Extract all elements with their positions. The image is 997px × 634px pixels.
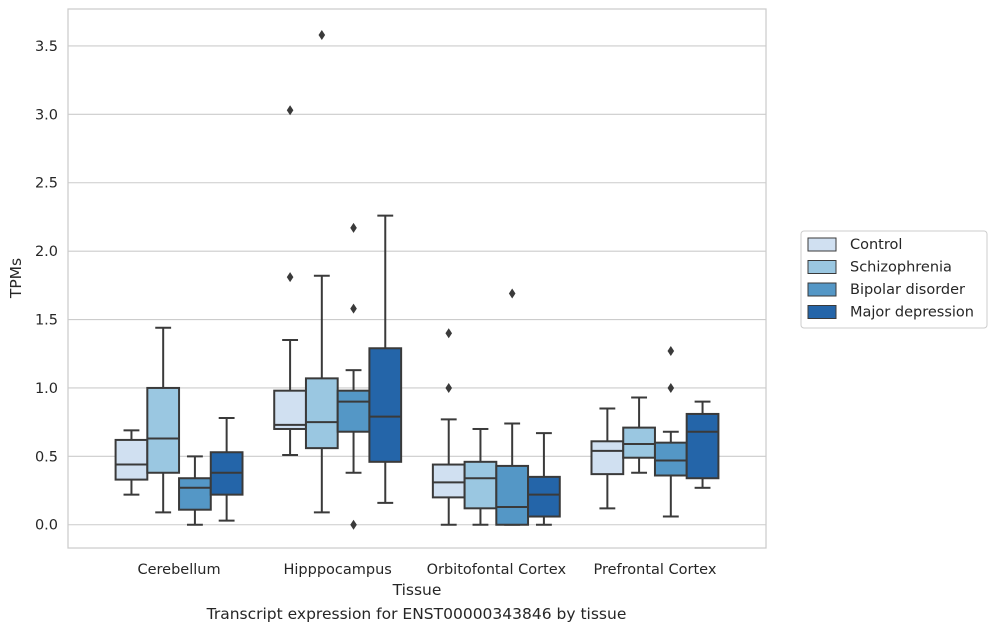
x-tick-label: Prefrontal Cortex xyxy=(593,562,716,578)
box-iqr xyxy=(590,440,625,476)
y-axis-title: TPMs xyxy=(7,258,25,299)
box-iqr xyxy=(114,438,149,481)
box-iqr xyxy=(463,460,498,510)
outlier-point xyxy=(286,105,294,116)
x-tick-labels: Cerebellum Hipppocampus Orbitofontal Corte… xyxy=(137,562,716,578)
outlier-point xyxy=(350,303,357,314)
box-control xyxy=(590,407,625,510)
x-axis-title: Tissue xyxy=(392,581,442,599)
box-major-depression xyxy=(368,214,403,504)
legend-swatch xyxy=(807,305,837,319)
box-groups xyxy=(114,29,720,530)
box-control xyxy=(273,105,307,456)
box-iqr xyxy=(495,464,530,526)
box-bipolar-disorder xyxy=(653,346,688,518)
box-iqr xyxy=(622,426,656,459)
box-iqr xyxy=(273,389,307,430)
y-tick-label: 2.5 xyxy=(35,176,58,192)
y-tick-label: 3.5 xyxy=(35,39,58,55)
legend-label: Major depression xyxy=(850,305,974,321)
outlier-point xyxy=(445,382,453,393)
legend-swatch xyxy=(807,260,837,274)
box-schizophrenia xyxy=(622,396,656,474)
legend-label: Bipolar disorder xyxy=(850,282,965,298)
box-major-depression xyxy=(685,400,720,489)
box-iqr xyxy=(368,347,403,463)
legend-label: Schizophrenia xyxy=(850,260,952,276)
y-tick-label: 0.5 xyxy=(35,449,58,465)
box-iqr xyxy=(146,386,181,474)
box-schizophrenia xyxy=(146,326,181,514)
y-tick-label: 3.0 xyxy=(35,107,58,123)
box-iqr xyxy=(685,412,720,480)
outlier-point xyxy=(667,382,675,393)
outlier-point xyxy=(318,29,326,40)
box-control xyxy=(431,328,466,526)
outlier-point xyxy=(445,328,453,339)
box-bipolar-disorder xyxy=(178,455,212,526)
outlier-point xyxy=(350,222,357,233)
y-tick-label: 0.0 xyxy=(35,518,58,534)
outlier-point xyxy=(508,288,516,299)
legend-frame xyxy=(800,230,988,329)
box-bipolar-disorder xyxy=(495,288,530,526)
box-major-depression xyxy=(209,417,244,522)
outlier-point xyxy=(286,272,294,283)
y-tick-label: 1.5 xyxy=(35,313,58,329)
outlier-point xyxy=(667,346,675,357)
legend-swatch xyxy=(807,282,837,297)
box-iqr xyxy=(178,477,212,511)
chart-caption: Transcript expression for ENST0000034384… xyxy=(206,605,627,623)
legend-swatch xyxy=(807,237,837,252)
outlier-point xyxy=(350,519,357,530)
x-tick-label: Hipppocampus xyxy=(284,562,392,578)
box-iqr xyxy=(336,389,371,433)
legend-label: Control xyxy=(850,237,902,253)
box-major-depression xyxy=(527,432,561,526)
box-iqr xyxy=(431,463,466,499)
y-tick-label: 2.0 xyxy=(35,244,58,260)
grid-lines xyxy=(68,45,766,526)
box-schizophrenia xyxy=(463,427,498,526)
y-tick-labels: 0.0 0.5 1.0 1.5 2.0 2.5 3.0 3.5 xyxy=(35,39,58,534)
x-tick-label: Orbitofontal Cortex xyxy=(427,562,567,578)
box-schizophrenia xyxy=(304,29,339,514)
box-iqr xyxy=(527,475,561,518)
box-iqr xyxy=(304,377,339,450)
x-tick-label: Cerebellum xyxy=(137,562,220,578)
y-tick-label: 1.0 xyxy=(35,381,58,397)
plot-frame xyxy=(67,8,767,549)
box-control xyxy=(114,429,149,496)
legend: Control Schizophrenia Bipolar disorder Majo… xyxy=(800,230,988,329)
box-iqr xyxy=(653,441,688,477)
